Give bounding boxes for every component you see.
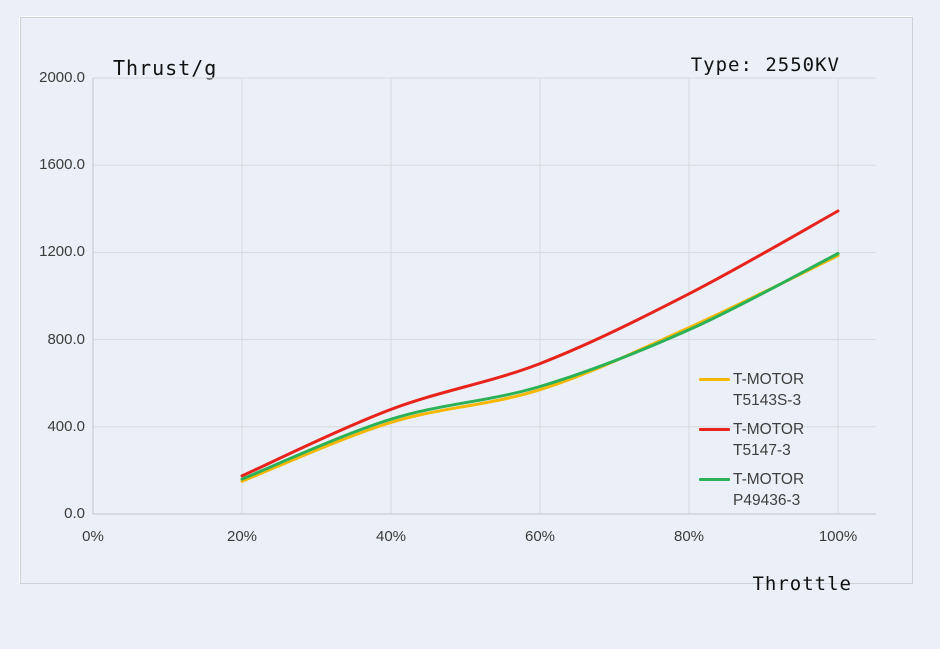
legend-label-line: P49436-3 — [733, 492, 801, 509]
legend-item: T-MOTOR T5143S-3 — [699, 369, 804, 411]
legend: T-MOTOR T5143S-3 T-MOTOR T5147-3 T-MOTOR P494… — [699, 369, 804, 519]
legend-swatch — [699, 478, 730, 481]
legend-label-line: T-MOTOR — [733, 471, 805, 488]
x-tick-label: 40% — [375, 528, 407, 545]
plot-area — [92, 77, 876, 515]
y-tick-label: 800.0 — [47, 330, 85, 348]
y-tick-label: 1200.0 — [39, 243, 85, 261]
y-tick-label: 2000.0 — [39, 69, 85, 86]
legend-label-line: T5147-3 — [733, 442, 791, 459]
legend-item: T-MOTOR T5147-3 — [699, 419, 804, 461]
x-tick-label: 100% — [818, 528, 858, 545]
motor-type-label: Type: 2550KV — [690, 54, 840, 76]
x-tick-label: 0% — [82, 528, 104, 545]
y-tick-label: 400.0 — [47, 417, 85, 435]
chart-card: Thrust/g Type: 2550KV 2000.0 1600.0 1200.0… — [20, 17, 913, 595]
x-tick-label: 20% — [226, 528, 258, 545]
legend-label: T-MOTOR T5147-3 — [733, 419, 804, 461]
legend-label-line: T-MOTOR — [733, 371, 805, 388]
legend-label-line: T5143S-3 — [733, 392, 802, 409]
legend-label-line: T-MOTOR — [733, 421, 805, 438]
x-tick-label: 60% — [524, 528, 556, 545]
legend-label: T-MOTOR T5143S-3 — [733, 369, 804, 411]
y-tick-label: 1600.0 — [39, 156, 85, 174]
legend-label: T-MOTOR P49436-3 — [733, 469, 804, 511]
legend-item: T-MOTOR P49436-3 — [699, 469, 804, 511]
legend-swatch — [699, 378, 730, 381]
x-tick-label: 80% — [673, 528, 705, 545]
legend-swatch — [699, 428, 730, 431]
chart-title: Thrust/g — [113, 56, 218, 80]
series-line-t-motor-p49436-3 — [240, 252, 840, 481]
x-axis-title: Throttle — [752, 573, 852, 595]
y-tick-label: 0.0 — [64, 505, 85, 522]
series-line-t-motor-t5147-3 — [240, 209, 840, 478]
